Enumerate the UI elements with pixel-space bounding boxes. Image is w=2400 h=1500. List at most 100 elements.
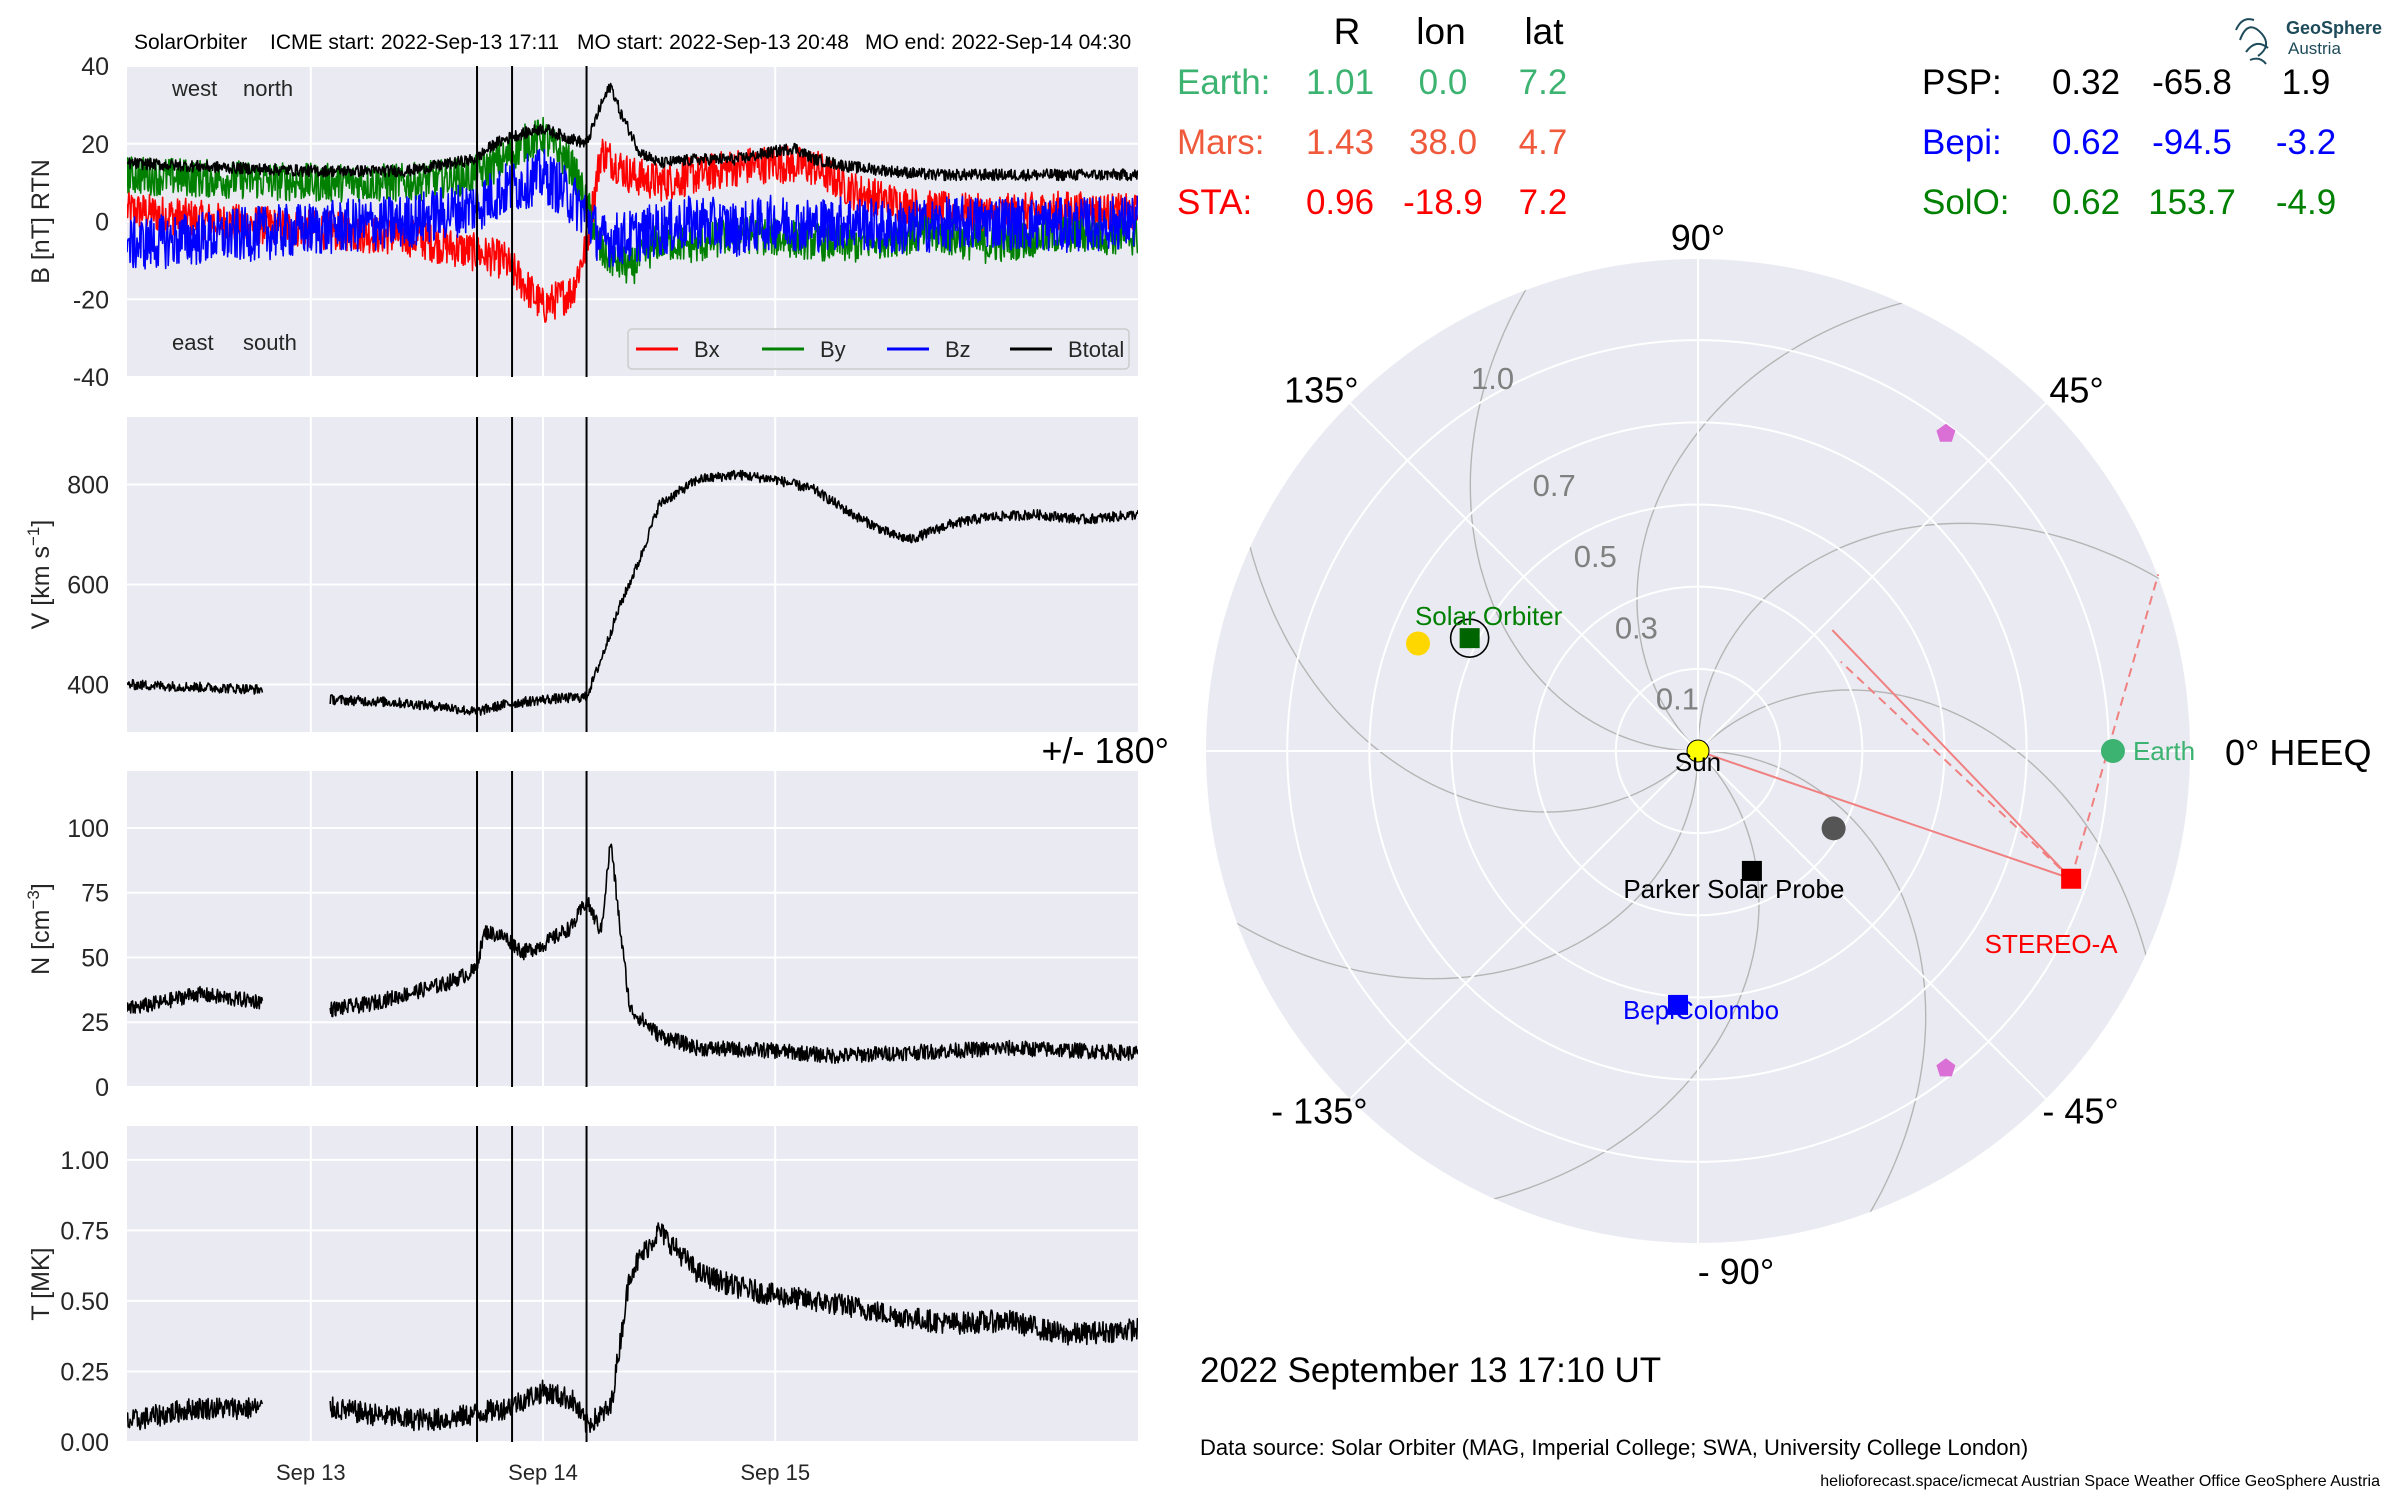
trace-value	[127, 1397, 264, 1431]
table-row: Mars: 1.43 38.0 4.7	[1177, 123, 1567, 162]
row-lon: -94.5	[2152, 123, 2232, 162]
r-tick-label: 0.7	[1533, 468, 1576, 503]
y-tick-label: 0	[95, 209, 109, 237]
logo-mark-icon	[2235, 18, 2269, 65]
row-name: Bepi:	[1922, 123, 2002, 162]
trace-bz	[127, 148, 1138, 270]
mo-start: MO start: 2022-Sep-13 20:48	[577, 31, 849, 54]
y-tick-label: 20	[81, 131, 109, 159]
y-axis-label: N [cm−3]	[24, 883, 55, 975]
row-lon: 153.7	[2148, 183, 2236, 222]
trace-by	[127, 116, 1138, 285]
sta-fov-line	[1697, 750, 2072, 880]
header-lon: lon	[1416, 11, 1465, 52]
x-tick-label: Sep 15	[740, 1460, 810, 1485]
angle-gridline	[1697, 401, 2048, 752]
r-tick-label: 0.3	[1615, 610, 1658, 645]
row-name: Earth:	[1177, 63, 1270, 102]
y-axis-label: V [km s−1]	[24, 520, 55, 630]
marker	[1936, 423, 1956, 442]
row-r: 0.62	[2052, 183, 2120, 222]
panel-4: 0.00 0.25 0.50 0.75 1.00 T [MK] Sep 13 Sep 14 Se…	[27, 1126, 1138, 1485]
logo-line2: Austria	[2288, 39, 2341, 58]
marker	[1936, 1058, 1956, 1077]
y-tick-label: 400	[67, 672, 109, 700]
angle-label: - 90°	[1698, 1251, 1774, 1292]
legend-label: Btotal	[1068, 337, 1124, 362]
row-name: STA:	[1177, 183, 1252, 222]
y-tick-label: 40	[81, 53, 109, 81]
angle-label: 90°	[1671, 217, 1725, 258]
marker	[2061, 868, 2082, 889]
y-tick-label: 0.75	[60, 1217, 109, 1245]
position-table: R lon lat Earth: 1.01 0.0 7.2 Mars: 1.43 38.0 4…	[1177, 11, 2336, 222]
table-row: PSP: 0.32 -65.8 1.9	[1922, 63, 2330, 102]
marker	[1821, 816, 1846, 841]
header-line: SolarOrbiter ICME start: 2022-Sep-13 17:…	[134, 31, 1131, 54]
date-text: 2022 September 13 17:10 UT	[1200, 1351, 1661, 1390]
body-mars	[1821, 816, 1846, 841]
x-tick-label: Sep 13	[276, 1460, 346, 1485]
body-pentagon-lower	[1936, 1058, 1956, 1077]
row-lon: 0.0	[1419, 63, 1468, 102]
r-tick-label: 0.5	[1574, 539, 1617, 574]
panel-3: 0 25 50 75 100 N [cm−3]	[24, 771, 1138, 1102]
data-source: Data source: Solar Orbiter (MAG, Imperia…	[1200, 1435, 2028, 1460]
legend: Bx By Bz Btotal	[627, 328, 1130, 370]
row-lat: 4.7	[1519, 123, 1568, 162]
y-tick-label: 1.00	[60, 1147, 109, 1175]
row-lon: 38.0	[1409, 123, 1477, 162]
row-lon: -65.8	[2152, 63, 2232, 102]
row-lat: 1.9	[2282, 63, 2331, 102]
marker	[1459, 628, 1480, 649]
trace-value	[329, 843, 1138, 1065]
y-tick-label: 600	[67, 572, 109, 600]
annotation-west: west	[171, 76, 217, 101]
y-tick-label: 25	[81, 1009, 109, 1037]
y-tick-label: -20	[73, 286, 109, 314]
body-solar-orbiter: Solar Orbiter	[1415, 601, 1563, 658]
legend-label: Bx	[694, 337, 720, 362]
marker-ring	[1449, 618, 1490, 658]
traces	[127, 82, 1138, 323]
body-label: Solar Orbiter	[1415, 601, 1563, 631]
annotation-south: south	[243, 330, 297, 355]
body-label: STEREO-A	[1985, 929, 2119, 959]
row-lat: -3.2	[2276, 123, 2336, 162]
y-tick-label: 0.25	[60, 1358, 109, 1386]
row-lon: -18.9	[1403, 183, 1483, 222]
geosphere-logo: GeoSphere Austria	[2235, 18, 2382, 65]
marker	[2100, 739, 2125, 763]
traces	[127, 843, 1138, 1065]
body-label: Parker Solar Probe	[1623, 874, 1844, 904]
angle-label: 0° HEEQ	[2225, 732, 2371, 773]
body-pentagon-upper	[1936, 423, 1956, 442]
trace-btotal	[127, 82, 1138, 182]
header-r: R	[1334, 11, 1361, 52]
trace-value	[127, 679, 264, 695]
body-yellow-marker	[1406, 631, 1431, 656]
angle-label: +/- 180°	[1042, 730, 1169, 771]
table-row: Earth: 1.01 0.0 7.2	[1177, 63, 1567, 102]
legend-label: Bz	[945, 337, 971, 362]
annotation-north: north	[243, 76, 293, 101]
angle-label: 135°	[1284, 369, 1358, 410]
marker	[1741, 860, 1762, 881]
angle-label: 45°	[2049, 369, 2103, 410]
row-lat: -4.9	[2276, 183, 2336, 222]
angle-gridline	[1697, 750, 2048, 1101]
y-axis-label: T [MK]	[27, 1247, 55, 1320]
traces	[127, 1222, 1138, 1433]
legend-label: By	[820, 337, 846, 362]
table-row: STA: 0.96 -18.9 7.2	[1177, 183, 1567, 222]
sta-fov-line	[1831, 629, 2072, 880]
body-earth: Earth	[2100, 736, 2195, 766]
row-r: 1.43	[1306, 123, 1374, 162]
y-axis-label: B [nT] RTN	[27, 159, 55, 284]
panel-2: 400 600 800 V [km s−1]	[24, 417, 1138, 732]
row-r: 0.96	[1306, 183, 1374, 222]
angle-gridline	[1348, 750, 1699, 1101]
panel-1: -40 -20 0 20 40 B [nT] RTN west north east south B…	[27, 53, 1138, 392]
timeseries-panels: -40 -20 0 20 40 B [nT] RTN west north east south B…	[24, 53, 1138, 1485]
